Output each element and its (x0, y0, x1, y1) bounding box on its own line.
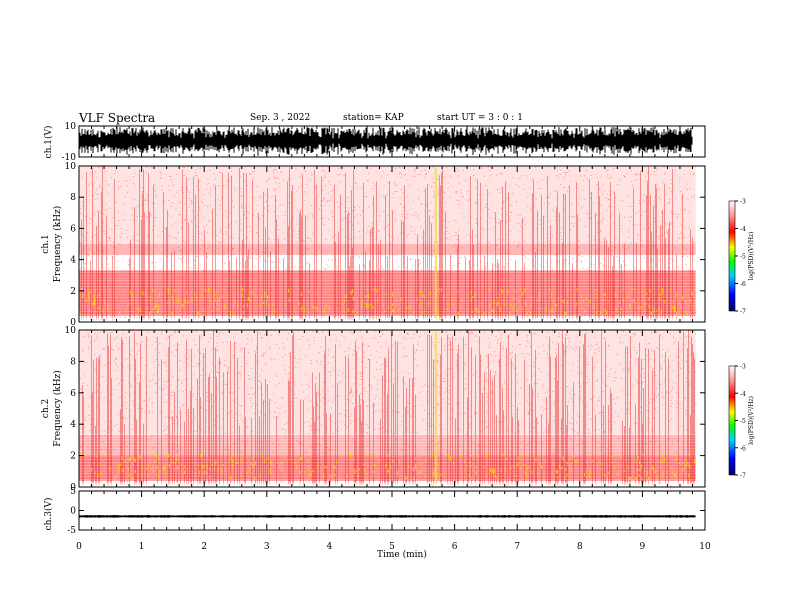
colorbar-tick-label: -3 (740, 199, 746, 206)
spectrogram-y-tick-label: 6 (70, 224, 76, 234)
colorbar-tick-label: -4 (740, 391, 746, 398)
colorbar-label: log(PSD)(V²/Hz) (748, 396, 755, 445)
sferic-striations (82, 330, 695, 485)
x-tick-label: 6 (452, 542, 458, 552)
spectrogram-y-tick-label: 6 (70, 389, 76, 399)
ch2-colorbar: -3 -4 -5 -6 -7 log(PSD)(V²/Hz) (728, 364, 755, 480)
frequency-axis-label: Frequency (kHz) (52, 206, 63, 283)
lowfreq-gap (80, 318, 696, 321)
spectrogram-y-tick-label: 10 (65, 326, 77, 336)
colorbar-tick-label: -6 (740, 445, 746, 452)
ch1-spectrogram-panel: 0 2 4 6 8 10 ch.1 Frequency (kHz) (41, 162, 706, 328)
frequency-axis-label: Frequency (kHz) (52, 370, 63, 447)
chart-title: VLF Spectra (79, 111, 156, 125)
x-tick-label: 10 (699, 542, 711, 552)
ch3-waveform-trace (79, 515, 696, 518)
ch1-y-tick-label: -10 (62, 153, 77, 163)
ch1-colorbar: -3 -4 -5 -6 -7 log(PSD)(V²/Hz) (728, 199, 755, 316)
x-tick-label: 2 (201, 542, 207, 552)
ch2-spectrogram-panel: 0 2 4 6 8 10 ch.2 Frequency (kHz) (41, 326, 706, 493)
ch3-y-tick-label: 0 (70, 507, 76, 517)
x-tick-label: 9 (640, 542, 646, 552)
colorbar-tick-label: -5 (740, 254, 746, 261)
colorbar-tick-label: -5 (740, 418, 746, 425)
start-time-label: start UT = 3 : 0 : 1 (437, 113, 523, 123)
x-tick-label: 0 (76, 542, 82, 552)
high-psd-spots (78, 452, 695, 481)
station-label: station= KAP (343, 113, 404, 123)
ch1-waveform-trace (79, 127, 693, 156)
x-axis-label: Time (min) (377, 549, 427, 560)
colorbar-tick-label: -6 (740, 281, 746, 288)
spectrum-band (79, 244, 696, 255)
colorbar-tick-label: -7 (740, 309, 746, 316)
colorbar-tick-label: -7 (740, 473, 746, 480)
x-tick-label: 3 (264, 542, 270, 552)
spectrogram-y-tick-label: 2 (70, 452, 76, 462)
spectrum-band (79, 166, 696, 244)
colorbar-scale (728, 365, 736, 476)
spectrogram-y-tick-label: 0 (70, 483, 76, 493)
x-tick-label: 8 (577, 542, 583, 552)
lowfreq-gap (80, 483, 696, 486)
spectrogram-y-tick-label: 8 (70, 193, 76, 203)
colorbar-tick-label: -4 (740, 226, 746, 233)
x-tick-label: 7 (514, 542, 520, 552)
ch3-y-tick-label: 5 (70, 487, 76, 497)
x-tick-label: 5 (389, 542, 395, 552)
colorbar-label: log(PSD)(V²/Hz) (748, 232, 755, 281)
channel-label: ch.2 (41, 399, 51, 418)
date-label: Sep. 3 , 2022 (250, 113, 311, 123)
ch1-waveform-panel: 10 -10 (62, 122, 706, 163)
ch3-waveform-ylabel: ch.3(V) (43, 498, 54, 531)
spectrogram-y-tick-label: 0 (70, 318, 76, 328)
x-tick-label: 4 (327, 542, 333, 552)
colorbar-scale (728, 200, 736, 312)
high-psd-spots (79, 287, 696, 317)
channel-label: ch.1 (41, 234, 51, 253)
ch3-y-tick-label: -5 (67, 526, 76, 536)
ch1-waveform-ylabel: ch.1(V) (43, 126, 54, 159)
spectrogram-y-tick-label: 4 (70, 256, 76, 266)
x-tick-label: 1 (139, 542, 145, 552)
spectrogram-y-tick-label: 10 (65, 162, 77, 172)
spectrogram-y-tick-label: 4 (70, 420, 76, 430)
ch1-y-tick-label: 10 (65, 122, 77, 132)
narrowband-lines (79, 269, 696, 318)
spectrogram-y-tick-label: 8 (70, 357, 76, 367)
spectrogram-y-tick-label: 2 (70, 287, 76, 297)
colorbar-tick-label: -3 (740, 364, 746, 371)
